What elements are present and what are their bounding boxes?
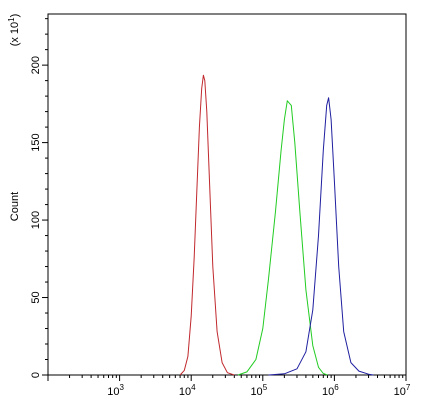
y-tick-label: 150	[30, 133, 42, 151]
plot-frame	[47, 13, 407, 376]
y-multiplier-label: (x 101)	[7, 14, 21, 47]
x-tick-base: 10	[179, 386, 191, 398]
x-tick-base: 10	[322, 386, 334, 398]
series-line-1	[179, 74, 235, 376]
y-tick-label: 50	[30, 291, 42, 303]
series-line-2	[237, 100, 328, 376]
x-tick-exponent: 4	[191, 383, 196, 392]
x-tick-label: 103	[107, 383, 124, 398]
x-tick-base: 10	[250, 386, 262, 398]
y-tick-label: 200	[30, 56, 42, 74]
x-tick-base: 10	[394, 386, 406, 398]
y-tick-label: 100	[30, 211, 42, 229]
y-tick-label: 0	[30, 372, 42, 378]
y-multiplier-text: (x 10	[9, 22, 21, 46]
series-lines	[179, 74, 374, 376]
x-tick-base: 10	[107, 386, 119, 398]
x-tick-label: 105	[250, 383, 267, 398]
x-tick-exponent: 3	[119, 383, 124, 392]
series-line-3	[268, 97, 374, 376]
x-tick-exponent: 6	[334, 383, 339, 392]
y-multiplier-exponent: 1	[7, 17, 16, 22]
axis-ticks	[42, 18, 407, 381]
x-tick-exponent: 5	[263, 383, 268, 392]
x-tick-exponent: 7	[406, 383, 411, 392]
x-tick-label: 104	[179, 383, 196, 398]
x-tick-label: 106	[322, 383, 339, 398]
y-tick-labels: 0 50 100 150 200	[30, 56, 42, 378]
x-tick-labels: 103 104 105 106 107	[107, 383, 411, 398]
y-multiplier-close: )	[9, 14, 21, 18]
x-tick-label: 107	[394, 383, 411, 398]
y-axis-label: Count	[9, 192, 21, 221]
